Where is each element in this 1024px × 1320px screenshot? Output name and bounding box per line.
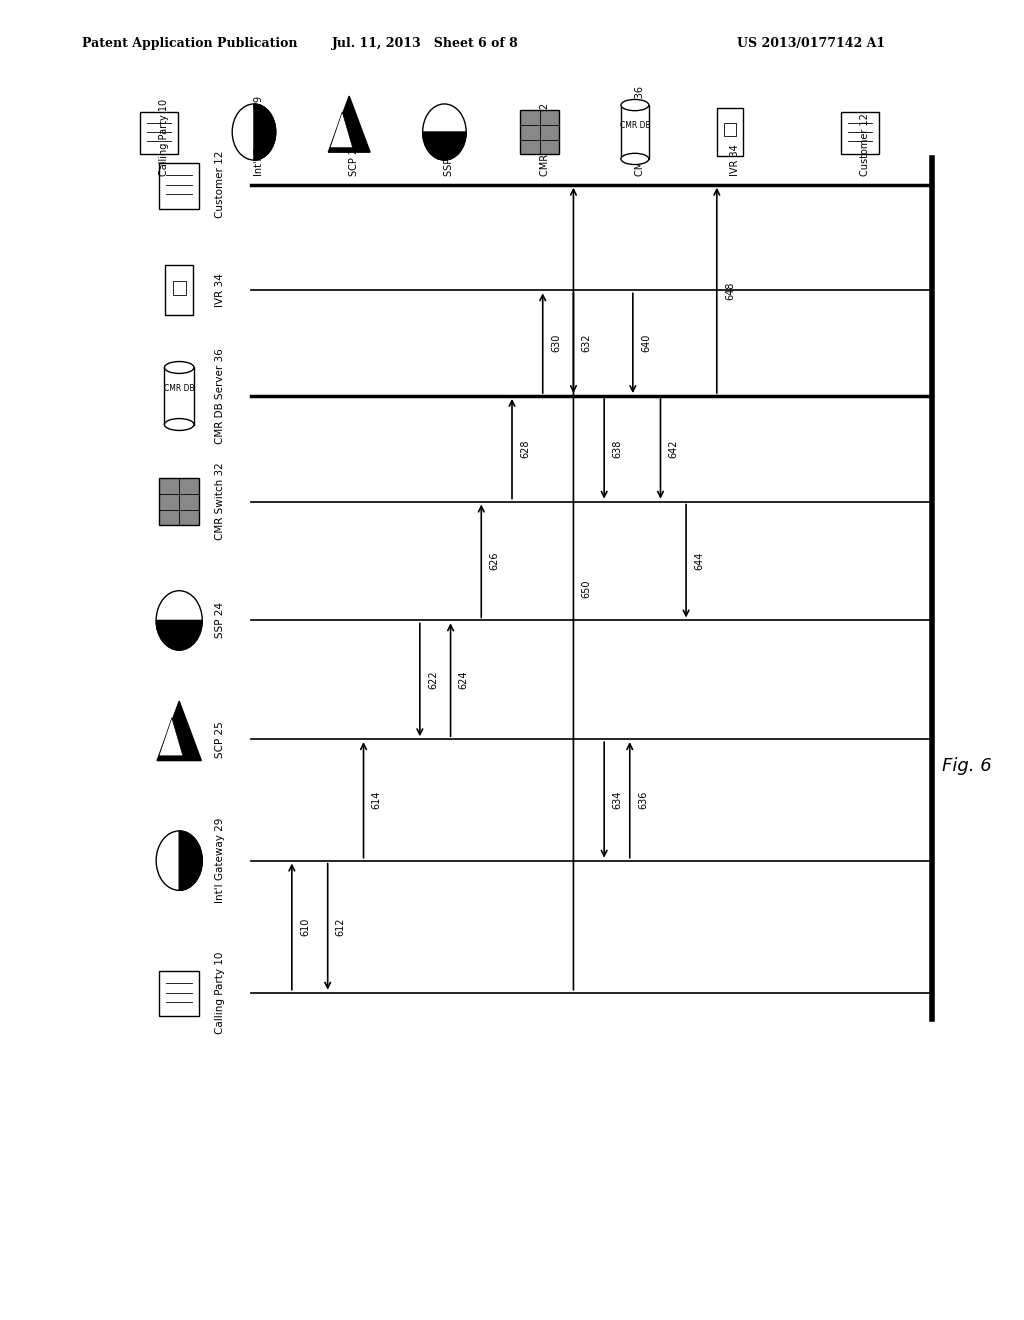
Text: Calling Party 10: Calling Party 10: [159, 99, 169, 176]
Polygon shape: [157, 701, 202, 760]
Text: SCP 25: SCP 25: [349, 141, 359, 176]
Text: SSP 24: SSP 24: [444, 141, 455, 176]
Bar: [724, 123, 736, 136]
Text: 650: 650: [582, 579, 592, 598]
Wedge shape: [156, 620, 202, 649]
Text: Customer 12: Customer 12: [215, 150, 225, 219]
Bar: [841, 112, 880, 154]
Text: 638: 638: [612, 440, 623, 458]
Text: 610: 610: [300, 917, 310, 936]
Text: CMR Switch 32: CMR Switch 32: [540, 103, 550, 176]
Bar: [520, 110, 559, 154]
Text: IVR 34: IVR 34: [215, 273, 225, 308]
Text: Customer 12: Customer 12: [860, 112, 870, 176]
Text: 634: 634: [612, 791, 623, 809]
Text: 630: 630: [551, 334, 561, 352]
Bar: [159, 478, 200, 525]
Text: IVR 34: IVR 34: [730, 144, 740, 176]
Text: 622: 622: [428, 671, 438, 689]
Polygon shape: [329, 96, 370, 152]
Ellipse shape: [165, 362, 194, 374]
Text: SSP 24: SSP 24: [215, 602, 225, 639]
Bar: [717, 108, 743, 156]
Text: Int'l Gateway 29: Int'l Gateway 29: [215, 818, 225, 903]
Wedge shape: [254, 104, 275, 160]
Text: CMR Switch 32: CMR Switch 32: [215, 463, 225, 540]
Bar: [159, 972, 200, 1016]
Text: CMR DB Server 36: CMR DB Server 36: [635, 86, 645, 176]
Text: 628: 628: [520, 440, 530, 458]
Text: SCP 25: SCP 25: [215, 721, 225, 758]
Bar: [165, 367, 194, 425]
Wedge shape: [423, 132, 466, 160]
Text: CMR DB Server 36: CMR DB Server 36: [215, 348, 225, 444]
Text: 636: 636: [638, 791, 648, 809]
Text: Jul. 11, 2013   Sheet 6 of 8: Jul. 11, 2013 Sheet 6 of 8: [332, 37, 518, 50]
Text: 614: 614: [372, 791, 382, 809]
Text: Patent Application Publication: Patent Application Publication: [82, 37, 297, 50]
Text: 612: 612: [336, 917, 346, 936]
Text: 648: 648: [725, 281, 735, 300]
Text: 624: 624: [459, 671, 469, 689]
Bar: [159, 164, 200, 209]
Text: Int'l Gateway 29: Int'l Gateway 29: [254, 95, 264, 176]
Text: CMR DB: CMR DB: [164, 384, 195, 393]
Ellipse shape: [165, 418, 194, 430]
Text: 644: 644: [694, 552, 705, 570]
Text: 642: 642: [669, 440, 679, 458]
Bar: [173, 281, 185, 296]
Text: 640: 640: [641, 334, 651, 352]
Text: 632: 632: [582, 334, 592, 352]
Ellipse shape: [621, 153, 649, 165]
Wedge shape: [179, 832, 202, 891]
Text: CMR DB: CMR DB: [620, 120, 650, 129]
Polygon shape: [330, 112, 352, 148]
Bar: [139, 112, 178, 154]
Polygon shape: [159, 718, 183, 756]
Ellipse shape: [621, 99, 649, 111]
Text: 626: 626: [489, 552, 500, 570]
Text: Calling Party 10: Calling Party 10: [215, 952, 225, 1034]
Text: Fig. 6: Fig. 6: [942, 756, 992, 775]
Bar: [621, 106, 649, 158]
Bar: [165, 265, 193, 315]
Text: US 2013/0177142 A1: US 2013/0177142 A1: [737, 37, 886, 50]
